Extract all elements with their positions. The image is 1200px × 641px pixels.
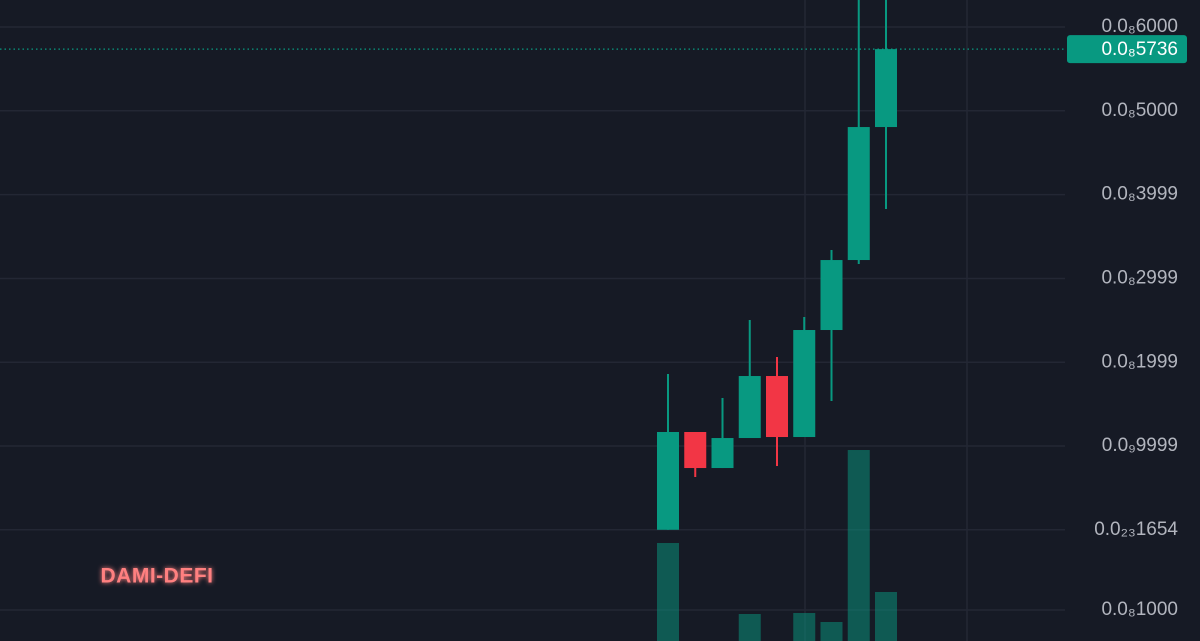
y-tick-label: 0.0₈1999 [1101,351,1178,372]
candle-body [793,330,816,438]
volume-bar [820,621,843,641]
volume-bar [738,613,761,641]
candles [657,0,897,530]
candle-body [711,438,734,469]
last-price-label: 0.0₈5736 [1101,39,1178,60]
y-tick-label: 0.0₈6000 [1101,16,1178,37]
y-tick-label: 0.0₂₃1654 [1094,519,1178,540]
candle-body [847,127,870,261]
y-tick-label: 0.0₈5000 [1101,100,1178,121]
volume-bar [657,543,679,641]
y-tick-label: 0.0₈2999 [1101,267,1178,288]
volume-tick-label: 0.0₈1000 [1101,599,1178,620]
candle-body [738,376,761,439]
candle-body [657,431,679,530]
y-tick-label: 0.0₈3999 [1101,184,1178,205]
candle-body [684,431,707,469]
volume-bars [657,450,897,641]
volume-bar [847,450,870,641]
candle-body [820,260,843,331]
volume-bar [793,613,816,641]
candle-body [875,49,897,128]
volume-bar [875,591,897,641]
candle-body [766,376,788,438]
watermark: DAMI-DEFI [101,565,214,588]
last-price-box [1067,35,1187,64]
y-tick-label: 0.0₉9999 [1102,435,1178,456]
price-axis: 0.0₈6000 0.0₈5000 0.0₈3999 0.0₈2999 0.0₈1999… [0,16,1187,620]
